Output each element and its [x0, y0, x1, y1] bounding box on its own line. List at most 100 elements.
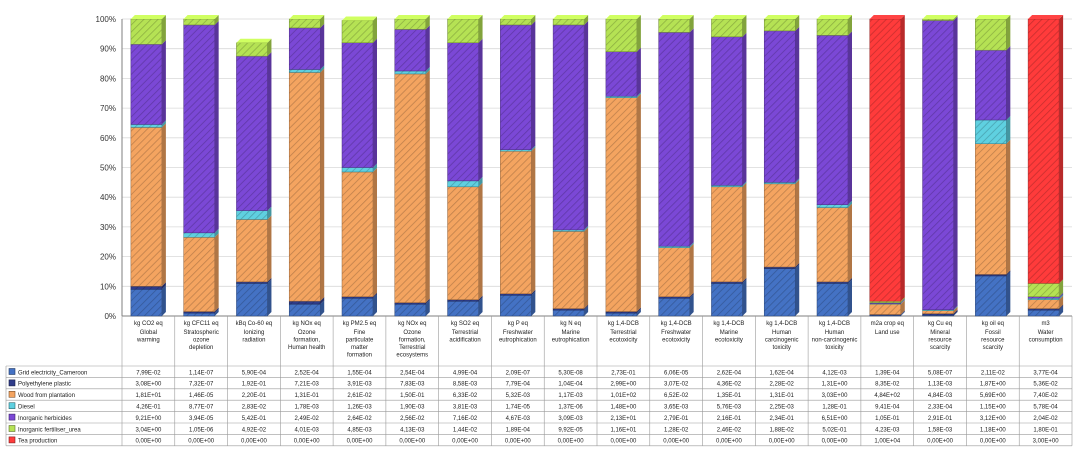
table-cell: 0,00E+00 — [399, 439, 426, 445]
table-cell: 1,14E-07 — [189, 370, 214, 376]
legend-label: Inorganic fertiliser_urea — [18, 427, 81, 433]
table-cell: 2,34E-01 — [770, 416, 795, 422]
table-cell: 5,32E-03 — [506, 393, 531, 399]
category-unit-label: kg NOx eq — [398, 321, 426, 327]
category-name-label: non-carcinogenic — [812, 338, 858, 344]
table-cell: 2,64E-02 — [347, 416, 372, 422]
table-cell: 3,00E+00 — [1033, 439, 1060, 445]
bar-segment — [869, 15, 905, 302]
y-tick-label: 80% — [100, 74, 116, 83]
bar-segment — [975, 139, 1011, 275]
bar-segment — [130, 123, 166, 287]
category-name-label: Human health — [288, 345, 325, 351]
table-cell: 1,31E-01 — [770, 393, 795, 399]
bar-segment — [975, 46, 1011, 121]
bar-segment — [341, 38, 377, 168]
category-name-label: depletion — [189, 345, 213, 351]
bar-top — [711, 15, 747, 19]
table-cell: 5,02E-01 — [822, 427, 847, 433]
bar-segment — [130, 40, 166, 125]
category-unit-label: m2a crop eq — [871, 321, 904, 327]
table-cell: 1,78E-03 — [295, 405, 320, 411]
table-cell: 0,00E+00 — [452, 439, 479, 445]
table-cell: 2,33E-04 — [928, 405, 953, 411]
category-name-label: ecotoxicity — [609, 338, 637, 344]
table-cell: 4,84E+02 — [874, 393, 901, 399]
bar-top — [658, 15, 694, 19]
category-unit-label: kg P eq — [508, 321, 528, 327]
table-cell: 3,04E+00 — [135, 427, 162, 433]
category-name-label: consumption — [1029, 338, 1063, 344]
category-name-label: formation — [347, 353, 372, 359]
category-unit-label: kg 1,4-DCB — [819, 321, 850, 327]
category-name-label: Global — [140, 330, 157, 336]
category-name-label: formation, — [399, 338, 426, 344]
category-name-label: Fine — [354, 330, 366, 336]
category-name-label: eutrophication — [499, 338, 537, 344]
category-unit-label: kBq Co-60 eq — [236, 321, 273, 327]
table-cell: 6,52E-02 — [664, 393, 689, 399]
category-unit-label: m3 — [1041, 321, 1050, 327]
bar-segment — [1027, 15, 1064, 284]
table-cell: 4,67E-03 — [506, 416, 531, 422]
table-cell: 7,83E-03 — [400, 382, 425, 388]
bar-segment — [711, 182, 747, 283]
bar-segment — [658, 28, 694, 247]
category-name-label: Freshwater — [503, 330, 533, 336]
legend-swatch — [8, 379, 16, 387]
legend-swatch — [8, 402, 16, 410]
table-cell: 1,00E+04 — [874, 439, 901, 445]
y-tick-label: 50% — [100, 164, 116, 173]
category-name-label: Land use — [875, 330, 900, 336]
bar-segment — [341, 167, 377, 297]
gridlines — [122, 18, 1072, 317]
bar-segment — [130, 285, 166, 317]
table-cell: 1,05E-06 — [189, 427, 214, 433]
category-name-label: Human — [772, 330, 791, 336]
bar-segment — [711, 279, 747, 317]
bar-top — [500, 15, 536, 19]
table-cell: 0,00E+00 — [610, 439, 637, 445]
table-cell: 4,99E-04 — [453, 370, 478, 376]
bar-segment — [552, 20, 589, 231]
table-cell: 0,00E+00 — [294, 439, 321, 445]
table-cell: 1,90E-03 — [400, 405, 425, 411]
table-cell: 1,31E-01 — [295, 393, 320, 399]
table-cell: 2,46E-02 — [717, 427, 742, 433]
legend-swatch — [8, 413, 16, 421]
table-cell: 0,00E+00 — [769, 439, 796, 445]
bar-top — [130, 15, 166, 19]
table-cell: 2,04E-02 — [1033, 416, 1058, 422]
category-name-label: Marine — [561, 330, 580, 336]
bar-top — [605, 15, 641, 19]
bar-segment — [763, 264, 800, 317]
bar-segment — [447, 297, 483, 317]
bar-segment — [183, 20, 219, 234]
category-unit-label: kg 1,4-DCB — [608, 321, 639, 327]
bar-top — [553, 15, 589, 19]
category-name-label: radiation — [242, 338, 265, 344]
table-cell: 1,50E-01 — [400, 393, 425, 399]
table-cell: 2,28E-02 — [770, 382, 795, 388]
table-cell: 2,49E-02 — [295, 416, 320, 422]
category-name-label: warming — [136, 338, 160, 344]
category-name-label: Water — [1038, 330, 1054, 336]
table-cell: 2,09E-07 — [506, 370, 531, 376]
bar-segment — [711, 32, 747, 186]
category-name-label: eutrophication — [552, 338, 590, 344]
category-name-label: acidification — [449, 338, 480, 344]
table-cell: 1,58E-03 — [928, 427, 953, 433]
table-cell: 6,33E-02 — [453, 393, 478, 399]
table-cell: 0,00E+00 — [980, 439, 1007, 445]
category-name-label: Ozone — [298, 330, 316, 336]
table-cell: 1,81E+01 — [135, 393, 162, 399]
table-cell: 3,65E-03 — [664, 405, 689, 411]
category-unit-label: kg Cu eq — [928, 321, 952, 327]
bar-segment — [288, 15, 325, 29]
bar-segment — [500, 147, 536, 294]
y-tick-label: 100% — [96, 15, 116, 24]
table-cell: 6,51E+00 — [822, 416, 849, 422]
table-cell: 2,62E-04 — [717, 370, 742, 376]
bar-top — [183, 15, 219, 19]
bar-segment — [658, 15, 694, 33]
